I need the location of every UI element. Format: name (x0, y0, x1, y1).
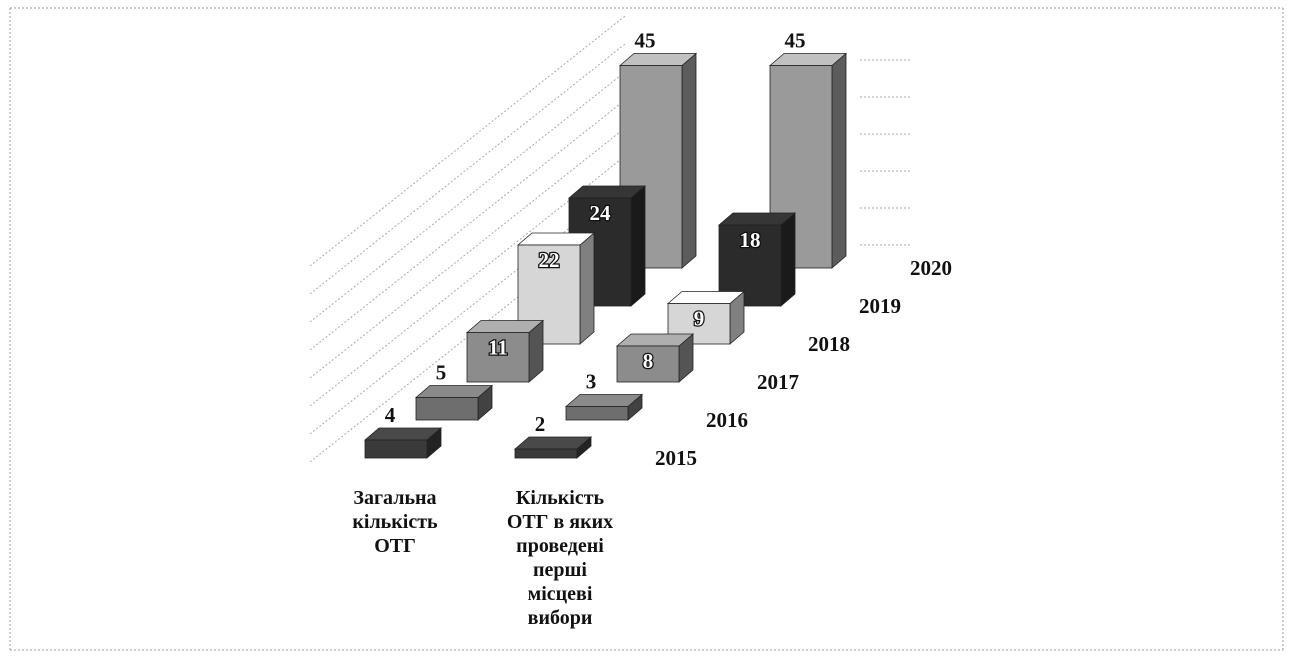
back-wall-lines (309, 15, 910, 463)
bar (615, 333, 695, 383)
bar-top (465, 320, 545, 333)
bar-top (768, 53, 848, 66)
bar-front (415, 397, 479, 421)
bar-front (517, 244, 581, 345)
value-label: 11 (488, 336, 508, 360)
bar-top (516, 232, 596, 246)
bar-top (414, 385, 494, 398)
bar-front (466, 332, 530, 383)
value-label: 22 (539, 248, 560, 272)
legend-year: 2020 (910, 256, 952, 280)
value-label: 8 (643, 349, 654, 373)
value-label: 24 (590, 201, 612, 225)
category-label: Загальна кількість ОТГ (352, 487, 438, 557)
bar (516, 232, 596, 345)
bar-front (565, 406, 629, 421)
wall-line (309, 43, 626, 295)
bar (363, 427, 443, 459)
wall-line (309, 71, 626, 323)
bar-side (831, 52, 847, 269)
bar-top (717, 212, 797, 226)
frame (9, 7, 1284, 651)
wall-line (309, 15, 626, 267)
legend-year: 2015 (655, 446, 697, 470)
wall-line (309, 183, 626, 435)
bar (564, 393, 644, 421)
bar-side (681, 52, 697, 269)
bar-top (363, 427, 443, 441)
bar (414, 384, 494, 421)
value-label: 45 (635, 29, 656, 53)
legend-year: 2018 (808, 332, 850, 356)
bar-top (615, 333, 695, 347)
value-label: 4 (385, 403, 396, 427)
wall-line (309, 99, 626, 351)
bar-top (567, 185, 647, 199)
bar-top (513, 436, 593, 450)
value-label: 18 (740, 228, 761, 252)
wall-line (309, 127, 626, 379)
value-label: 5 (436, 361, 447, 385)
bar-front (364, 439, 428, 459)
wall-line (309, 155, 626, 407)
bar-side (780, 212, 796, 307)
value-label: 9 (694, 307, 705, 331)
bar-side (579, 232, 595, 345)
legend-year: 2016 (706, 408, 748, 432)
value-label: 45 (785, 29, 806, 53)
bar-top (564, 394, 644, 407)
bar (513, 436, 593, 459)
bar-top (618, 53, 698, 66)
bar (666, 290, 746, 345)
legend-year: 2017 (757, 370, 799, 394)
bar-front (514, 448, 578, 459)
bar-front (616, 345, 680, 383)
legend-year: 2019 (859, 294, 901, 318)
category-label: Кількість ОТГ в яких проведені перші міс… (506, 487, 614, 629)
bar (465, 319, 545, 383)
bar-side (630, 185, 646, 307)
value-label: 3 (586, 370, 597, 394)
value-label: 2 (535, 412, 546, 436)
bar-top (666, 291, 746, 304)
bars: 45 45 24 18 22 9 11 8 5 3 4 2 (363, 29, 848, 459)
